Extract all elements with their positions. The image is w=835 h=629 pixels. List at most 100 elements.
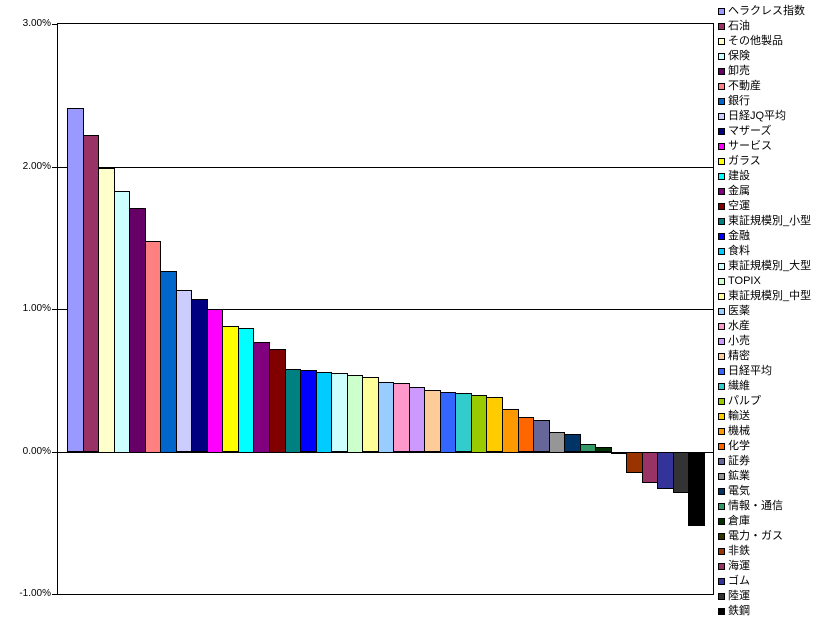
y-axis-tick-mark [52,24,57,25]
legend-label: 保険 [728,50,750,62]
legend-swatch [718,293,725,300]
bar [113,191,131,453]
legend-swatch [718,608,725,615]
legend-label: 建設 [728,170,750,182]
bar [595,447,612,452]
legend-item: パルプ [718,394,835,409]
legend-item: 化学 [718,439,835,454]
legend-item: 水産 [718,319,835,334]
legend-swatch [718,473,725,480]
legend-item: 電気 [718,484,835,499]
bar [470,395,488,453]
legend-item: 電力・ガス [718,529,835,544]
legend-label: 精密 [728,350,750,362]
legend-label: 卸売 [728,65,750,77]
bar [253,342,270,453]
bar [175,290,193,452]
bar [533,420,550,452]
legend-label: ヘラクレス指数 [728,5,805,17]
legend-label: 鉱業 [728,470,750,482]
legend-label: サービス [728,140,772,152]
legend-label: 倉庫 [728,515,750,527]
legend-swatch [718,53,725,60]
bar [98,168,115,453]
legend-label: 繊維 [728,380,750,392]
legend-swatch [718,368,725,375]
legend-swatch [718,593,725,600]
legend-label: 不動産 [728,80,761,92]
legend-swatch [718,518,725,525]
legend-label: パルプ [728,395,761,407]
legend-label: 食料 [728,245,750,257]
legend-item: 東証規模別_大型 [718,259,835,274]
plot-area [57,23,714,595]
bar [300,370,317,452]
bar [284,369,302,453]
legend-swatch [718,23,725,30]
bar [579,444,597,452]
bar [129,208,146,453]
legend-label: 証券 [728,455,750,467]
legend-item: 建設 [718,169,835,184]
bar [82,135,100,452]
legend-item: 証券 [718,454,835,469]
bar [486,397,504,452]
bar [564,434,581,452]
legend-item: 非鉄 [718,544,835,559]
legend-label: 医薬 [728,305,750,317]
legend-item: 倉庫 [718,514,835,529]
legend-item: ガラス [718,154,835,169]
bar [424,390,441,452]
legend-swatch [718,413,725,420]
bar [455,393,472,452]
legend-item: ゴム [718,574,835,589]
legend-item: 鉄鋼 [718,604,835,619]
legend-item: 陸運 [718,589,835,604]
legend-swatch [718,503,725,510]
legend-swatch [718,8,725,15]
y-axis-tick-mark [52,594,57,595]
legend-swatch [718,323,725,330]
legend-item: 小売 [718,334,835,349]
legend-swatch [718,188,725,195]
legend-swatch [718,158,725,165]
legend-swatch [718,398,725,405]
legend-item: 鉱業 [718,469,835,484]
legend-label: 電力・ガス [728,530,783,542]
legend-label: 化学 [728,440,750,452]
legend-swatch [718,263,725,270]
legend-label: 電気 [728,485,750,497]
bar [408,387,426,452]
bar [517,417,535,452]
bar [377,382,395,453]
legend-label: TOPIX [728,275,761,287]
y-axis-tick-mark [52,167,57,168]
legend-item: TOPIX [718,274,835,289]
legend-label: 石油 [728,20,750,32]
gridline [58,167,713,168]
legend-swatch [718,233,725,240]
legend-label: 金融 [728,230,750,242]
bar [315,372,333,453]
legend-item: 卸売 [718,64,835,79]
legend-item: 石油 [718,19,835,34]
bar [439,392,457,453]
legend-item: 空運 [718,199,835,214]
legend-label: 銀行 [728,95,750,107]
legend-label: 東証規模別_小型 [728,215,812,227]
legend-label: 日経JQ平均 [728,110,787,122]
legend-item: 情報・通信 [718,499,835,514]
legend-label: 海運 [728,560,750,572]
legend-label: マザーズ [728,125,772,137]
legend-swatch [718,143,725,150]
legend-swatch [718,308,725,315]
legend-swatch [718,563,725,570]
bar [610,452,628,454]
bar [626,452,643,473]
legend-item: 金融 [718,229,835,244]
bar [160,271,177,453]
legend-swatch [718,578,725,585]
y-axis-tick-mark [52,452,57,453]
bar [548,432,566,453]
legend-item: 東証規模別_中型 [718,289,835,304]
